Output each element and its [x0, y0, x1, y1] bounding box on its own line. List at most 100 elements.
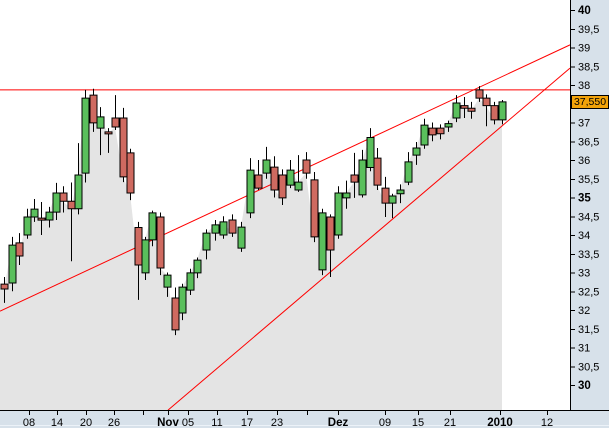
candle-up — [246, 169, 255, 214]
y-tick-label: 39 — [578, 43, 590, 55]
candle-up — [262, 159, 271, 174]
candle-down — [119, 117, 128, 178]
candle-down — [467, 107, 476, 112]
candle-down — [475, 89, 484, 99]
y-tick-label: 33,5 — [578, 249, 599, 261]
candle-up — [74, 174, 83, 210]
area-fill — [0, 98, 502, 410]
candle-up — [452, 102, 461, 119]
y-tick-label: 38,5 — [578, 61, 599, 73]
candle-down — [126, 152, 135, 194]
candle-up — [294, 181, 303, 191]
candle-down — [381, 187, 390, 204]
x-tick-label: Dez — [328, 417, 349, 428]
candle-down — [111, 117, 120, 128]
candle-up — [388, 195, 397, 204]
y-tick-label: 35,5 — [578, 174, 599, 186]
candle-up — [141, 239, 150, 274]
y-tick-label: 32,5 — [578, 286, 599, 298]
candle-up — [211, 224, 220, 234]
candle-up — [45, 211, 54, 221]
candle-down — [310, 179, 319, 238]
y-tick-label: 33 — [578, 268, 590, 280]
x-axis[interactable]: 08 14 20 26 Nov 05 11 17 23 Dez 09 15 21 2010 12 — [23, 411, 553, 428]
x-tick-label: 20 — [80, 417, 92, 428]
y-tick-label: 31 — [578, 343, 590, 355]
candle-up — [404, 161, 413, 183]
last-price-label: 37,550 — [571, 95, 609, 109]
candle-down — [228, 219, 237, 234]
candle-down — [254, 174, 263, 189]
candle-down — [302, 159, 311, 174]
candle-up — [318, 212, 327, 271]
y-tick-label: 37 — [578, 118, 590, 130]
candle-down — [89, 94, 98, 124]
y-axis[interactable]: 40 39,5 39 38,5 38 37 36,5 36 35,5 35 34,5 34 33,5 33… — [571, 5, 599, 392]
candles-layer — [0, 86, 507, 336]
y-tick-label: 30 — [578, 380, 591, 392]
window-edge-line — [0, 425, 609, 426]
x-tick-label: Nov — [157, 417, 179, 428]
candle-up — [186, 272, 195, 291]
candle-up — [52, 192, 61, 213]
x-tick-label: 23 — [271, 417, 283, 428]
candle-up — [8, 244, 17, 284]
candle-down — [134, 227, 143, 266]
candle-up — [334, 192, 343, 236]
candle-up — [237, 226, 246, 249]
candle-up — [193, 259, 202, 274]
y-tick-label: 36 — [578, 155, 590, 167]
candle-up — [420, 124, 429, 146]
candle-down — [350, 174, 359, 183]
candle-down — [37, 217, 46, 221]
y-tick-label: 40 — [578, 5, 591, 17]
candle-down — [278, 174, 287, 199]
candle-up — [23, 216, 32, 236]
candle-up — [366, 137, 375, 168]
candle-up — [286, 169, 295, 186]
x-tick-label: 26 — [108, 417, 120, 428]
x-tick-label: 15 — [412, 417, 424, 428]
x-tick-label: 21 — [444, 417, 456, 428]
y-tick-label: 36,5 — [578, 136, 599, 148]
y-tick-label: 34 — [578, 230, 590, 242]
candle-up — [396, 189, 405, 195]
candle-up — [498, 101, 507, 121]
y-tick-label: 30,5 — [578, 361, 599, 373]
candle-down — [15, 242, 24, 257]
candle-up — [358, 159, 367, 196]
candle-up — [412, 147, 421, 156]
candle-up — [148, 212, 157, 241]
candle-down — [270, 166, 279, 191]
candle-up — [342, 192, 351, 199]
x-tick-label: 09 — [379, 417, 391, 428]
candle-down — [67, 200, 76, 210]
x-axis-panel — [0, 411, 609, 428]
candle-down — [326, 216, 335, 251]
candle-down — [460, 105, 469, 109]
y-tick-label: 38 — [578, 80, 590, 92]
lower-trendline — [167, 67, 571, 411]
candle-down — [171, 297, 180, 331]
x-tick-label: 2010 — [487, 417, 513, 428]
y-tick-label: 35 — [578, 193, 591, 205]
y-tick-label: 39,5 — [578, 24, 599, 36]
candle-up — [163, 274, 172, 288]
x-tick-label: 08 — [23, 417, 35, 428]
candle-down — [104, 131, 113, 135]
y-axis-panel — [571, 0, 609, 428]
candle-up — [30, 208, 39, 218]
candle-down — [428, 127, 437, 136]
candle-up — [219, 221, 228, 236]
candle-down — [156, 216, 165, 269]
candle-up — [202, 232, 211, 251]
y-tick-label: 34,5 — [578, 211, 599, 223]
x-tick-label: 12 — [541, 417, 553, 428]
candle-up — [178, 286, 187, 314]
y-tick-label: 32 — [578, 305, 590, 317]
x-tick-label: 11 — [211, 417, 222, 428]
x-tick-label: 14 — [51, 417, 63, 428]
candle-down — [59, 192, 68, 202]
